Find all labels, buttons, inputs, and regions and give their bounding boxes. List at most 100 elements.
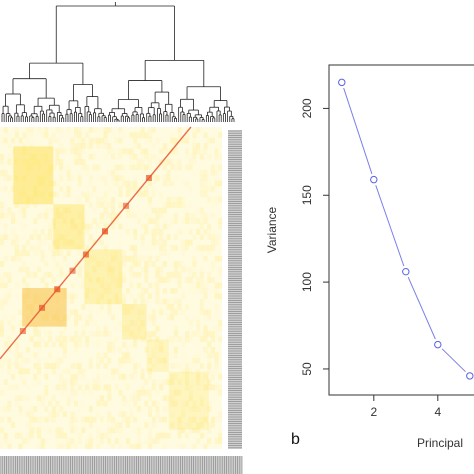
heatmap-cell	[118, 427, 123, 434]
heatmap-cell	[129, 395, 134, 401]
heatmap-cell	[92, 288, 97, 294]
heatmap-cell	[114, 438, 119, 444]
heatmap-cell	[114, 169, 119, 176]
heatmap-cell	[70, 148, 75, 155]
heatmap-cell	[85, 245, 90, 251]
heatmap-cell	[70, 309, 75, 316]
heatmap-cell	[199, 223, 204, 230]
heatmap-cell	[22, 212, 27, 219]
heatmap-cell	[203, 416, 208, 423]
heatmap-cell	[22, 368, 27, 375]
heatmap-cell	[215, 390, 219, 396]
heatmap-cell	[151, 153, 156, 160]
heatmap-cell	[133, 164, 138, 171]
heatmap-cell	[188, 406, 193, 412]
heatmap-cell	[59, 390, 63, 396]
heatmap-cell	[192, 357, 197, 364]
heatmap-cell	[218, 293, 223, 300]
heatmap-cell	[99, 330, 104, 337]
heatmap-cell	[100, 127, 104, 133]
heatmap-cell	[140, 132, 145, 139]
heatmap-cell	[199, 271, 204, 278]
heatmap-cell	[81, 416, 86, 423]
diagonal-hotspot	[145, 175, 152, 182]
heatmap-cell	[15, 218, 19, 224]
heatmap-cell	[166, 250, 171, 257]
heatmap-cell	[162, 207, 167, 214]
heatmap-cell	[14, 245, 19, 251]
heatmap-cell	[18, 395, 23, 401]
heatmap-cell	[144, 261, 149, 267]
heatmap-cell	[55, 239, 60, 246]
heatmap-cell	[140, 389, 145, 396]
heatmap-cell	[111, 347, 115, 353]
heatmap-cell	[188, 228, 193, 235]
heatmap-cell	[51, 164, 56, 171]
heatmap-cell	[11, 255, 16, 262]
heatmap-cell	[192, 148, 197, 155]
heatmap-cell	[151, 175, 156, 181]
heatmap-cell	[214, 282, 219, 289]
heatmap-cell	[166, 223, 171, 230]
heatmap-cell	[118, 191, 123, 198]
heatmap-cell	[14, 400, 19, 407]
heatmap-cell	[104, 148, 108, 154]
heatmap-cell	[85, 148, 89, 154]
heatmap-cell	[181, 261, 186, 267]
heatmap-cell	[0, 444, 4, 450]
heatmap-cell	[133, 395, 138, 401]
heatmap-cell	[122, 373, 127, 380]
heatmap-cell	[63, 261, 67, 267]
heatmap-cell	[196, 438, 201, 444]
heatmap-cell	[107, 427, 112, 434]
heatmap-cell	[55, 245, 60, 251]
heatmap-cell	[59, 384, 64, 391]
heatmap-cell	[92, 320, 97, 326]
heatmap-cell	[166, 202, 171, 208]
heatmap-cell	[29, 411, 34, 418]
heatmap-cell	[185, 180, 189, 187]
heatmap-cell	[78, 170, 82, 176]
heatmap-cell	[148, 395, 152, 401]
heatmap-cell	[118, 137, 123, 144]
heatmap-cell	[148, 132, 152, 139]
heatmap-cell	[0, 186, 4, 192]
heatmap-cell	[199, 218, 204, 224]
heatmap-cell	[211, 342, 215, 348]
heatmap-cell	[122, 180, 127, 187]
heatmap-cell	[196, 175, 200, 181]
heatmap-cell	[203, 245, 208, 251]
heatmap-cell	[133, 368, 138, 375]
heatmap-cell	[70, 223, 75, 230]
heatmap-cell	[159, 250, 164, 257]
heatmap-cell	[48, 234, 53, 240]
heatmap-cell	[7, 406, 12, 412]
heatmap-cell	[203, 336, 208, 342]
heatmap-cell	[133, 180, 138, 187]
heatmap-cell	[185, 137, 189, 144]
heatmap-cell	[59, 175, 64, 181]
heatmap-cell	[133, 416, 138, 423]
heatmap-cell	[103, 250, 108, 257]
heatmap-cell	[196, 277, 201, 283]
heatmap-cell	[85, 271, 90, 278]
heatmap-cell	[129, 207, 134, 214]
heatmap-cell	[81, 159, 86, 165]
heatmap-cell	[89, 304, 93, 310]
heatmap-cell	[170, 137, 175, 144]
heatmap-cell	[126, 444, 130, 450]
heatmap-cell	[155, 432, 160, 439]
heatmap-cell	[22, 379, 27, 385]
heatmap-cell	[37, 416, 41, 423]
heatmap-cell	[115, 154, 119, 160]
heatmap-cell	[155, 175, 160, 181]
heatmap-cell	[215, 417, 219, 423]
heatmap-cell	[3, 406, 8, 412]
heatmap-cell	[33, 325, 38, 332]
heatmap-cell	[19, 283, 23, 289]
heatmap-cell	[103, 432, 108, 439]
heatmap-cell	[14, 341, 19, 348]
heatmap-cell	[7, 234, 11, 240]
heatmap-cell	[192, 137, 197, 144]
heatmap-cell	[111, 443, 115, 450]
